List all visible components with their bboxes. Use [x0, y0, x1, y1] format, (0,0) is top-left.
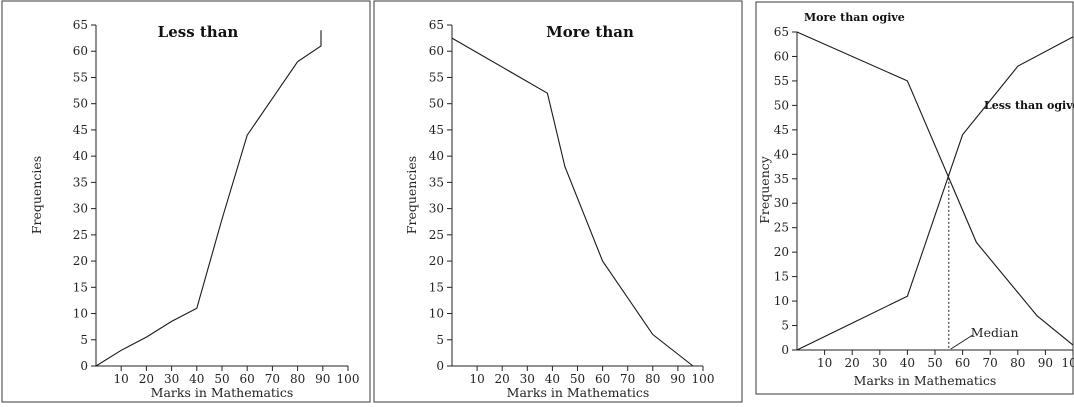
y-tick-label: 30: [429, 202, 444, 216]
x-tick-label: 90: [315, 372, 330, 386]
y-tick-label: 5: [80, 333, 88, 347]
y-tick-label: 15: [73, 280, 88, 294]
x-tick-label: 100: [692, 372, 715, 386]
y-tick-label: 65: [73, 18, 88, 32]
y-tick-label: 55: [429, 70, 444, 84]
y-tick-label: 55: [73, 70, 88, 84]
x-tick-label: 70: [620, 372, 635, 386]
y-tick-label: 10: [774, 294, 789, 308]
x-tick-label: 50: [927, 356, 942, 370]
chart-frame: [373, 0, 743, 403]
y-axis-label: Frequencies: [404, 156, 419, 234]
series-line-0: [796, 31, 1074, 346]
y-tick-label: 20: [429, 254, 444, 268]
y-tick-label: 20: [774, 245, 789, 259]
less-than-chart: 0 5 10 15 20 25 30 35 40 45 50 55 60 65 10 20 30 40 50 60 70…: [1, 0, 371, 403]
x-tick-label: 100: [337, 372, 360, 386]
y-tick-label: 35: [429, 175, 444, 189]
more-than-ogive-label: More than ogive: [804, 11, 905, 24]
x-tick-label: 60: [955, 356, 970, 370]
x-tick-label: 100: [1062, 356, 1074, 370]
x-tick-label: 30: [872, 356, 887, 370]
x-axis-label: Marks in Mathematics: [854, 373, 997, 388]
chart-panel-ogives: 0 5 10 15 20 25 30 35 40 45 50 55 60 65 10 20 30 40 50 60 70…: [752, 0, 1074, 403]
y-tick-label: 20: [73, 254, 88, 268]
y-tick-label: 5: [436, 333, 444, 347]
y-tick-label: 65: [774, 25, 789, 39]
y-tick-label: 0: [781, 343, 789, 357]
y-tick-label: 15: [774, 270, 789, 284]
y-tick-label: 60: [73, 44, 88, 58]
x-tick-label: 40: [189, 372, 204, 386]
y-tick-label: 10: [429, 307, 444, 321]
chart-frame: [1, 0, 371, 403]
x-tick-label: 40: [545, 372, 560, 386]
y-tick-label: 60: [429, 44, 444, 58]
x-tick-label: 80: [290, 372, 305, 386]
x-tick-label: 10: [817, 356, 832, 370]
y-tick-label: 55: [774, 74, 789, 88]
x-tick-label: 90: [1038, 356, 1053, 370]
y-tick-label: 45: [429, 123, 444, 137]
x-tick-label: 70: [265, 372, 280, 386]
less-than-ogive-label: Less than ogive: [984, 99, 1074, 112]
median-label: Median: [971, 325, 1019, 340]
x-tick-label: 90: [670, 372, 685, 386]
median-leader-line: [950, 334, 974, 350]
x-tick-label: 10: [469, 372, 484, 386]
y-axis-label: Frequencies: [29, 156, 44, 234]
chart-title: Less than: [158, 23, 239, 41]
x-axis-label: Marks in Mathematics: [151, 385, 294, 400]
y-tick-label: 0: [436, 359, 444, 373]
y-tick-label: 40: [429, 149, 444, 163]
x-tick-label: 10: [114, 372, 129, 386]
y-tick-label: 65: [429, 18, 444, 32]
x-tick-label: 30: [520, 372, 535, 386]
x-tick-label: 20: [139, 372, 154, 386]
y-axis-label: Frequency: [757, 155, 772, 224]
x-tick-label: 40: [900, 356, 915, 370]
y-tick-label: 25: [774, 221, 789, 235]
y-tick-label: 10: [73, 307, 88, 321]
chart-panel-more-than: 0 5 10 15 20 25 30 35 40 45 50 55 60 65 10 20 30 40 50 60 70…: [372, 0, 744, 403]
y-tick-label: 5: [781, 319, 789, 333]
y-tick-label: 40: [73, 149, 88, 163]
more-than-chart: 0 5 10 15 20 25 30 35 40 45 50 55 60 65 10 20 30 40 50 60 70…: [373, 0, 743, 403]
y-tick-label: 25: [429, 228, 444, 242]
y-tick-label: 30: [774, 196, 789, 210]
x-tick-label: 20: [845, 356, 860, 370]
y-tick-label: 35: [774, 172, 789, 186]
y-tick-label: 35: [73, 175, 88, 189]
x-tick-label: 70: [983, 356, 998, 370]
y-tick-label: 50: [774, 98, 789, 112]
chart-title: More than: [546, 23, 634, 41]
x-tick-label: 20: [495, 372, 510, 386]
x-tick-label: 30: [164, 372, 179, 386]
x-tick-label: 80: [645, 372, 660, 386]
chart-panel-less-than: 0 5 10 15 20 25 30 35 40 45 50 55 60 65 10 20 30 40 50 60 70…: [0, 0, 372, 403]
y-tick-label: 30: [73, 202, 88, 216]
x-tick-label: 50: [570, 372, 585, 386]
x-tick-label: 60: [240, 372, 255, 386]
y-tick-label: 60: [774, 49, 789, 63]
y-tick-label: 15: [429, 280, 444, 294]
y-tick-label: 45: [774, 123, 789, 137]
chart-frame: [755, 1, 1074, 395]
x-axis-label: Marks in Mathematics: [507, 385, 650, 400]
series-line-0: [451, 37, 694, 367]
ogives-chart: 0 5 10 15 20 25 30 35 40 45 50 55 60 65 10 20 30 40 50 60 70…: [755, 1, 1074, 395]
x-tick-label: 60: [595, 372, 610, 386]
series-line-0: [95, 30, 322, 367]
x-tick-label: 80: [1010, 356, 1025, 370]
y-tick-label: 0: [80, 359, 88, 373]
y-tick-label: 50: [429, 97, 444, 111]
y-tick-label: 40: [774, 147, 789, 161]
y-tick-label: 25: [73, 228, 88, 242]
y-tick-label: 45: [73, 123, 88, 137]
y-tick-label: 50: [73, 97, 88, 111]
x-tick-label: 50: [214, 372, 229, 386]
series-line-1: [796, 36, 1074, 351]
